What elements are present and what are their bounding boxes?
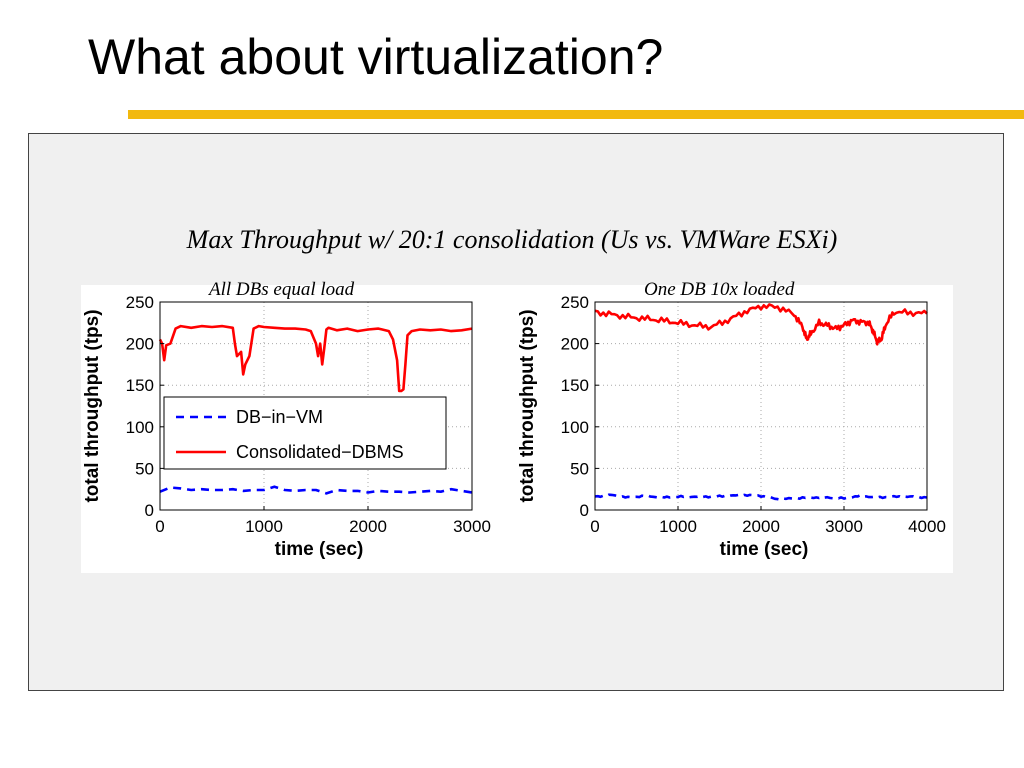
- chart-1-y-axis-label: total throughput (tps): [82, 309, 103, 502]
- chart-1-y-tick-label: 50: [135, 459, 154, 478]
- chart-2-y-tick-label: 150: [561, 376, 589, 395]
- chart-1-y-tick-label: 250: [126, 293, 154, 312]
- chart-2-series-consolidated-dbms-line: [594, 303, 928, 346]
- chart-1-series-db-in-vm-line: [159, 485, 473, 495]
- chart-1-x-axis-label: time (sec): [275, 539, 364, 560]
- chart-area: 0 1000 2000 3000 0 50 100 150 200 250 time (sec) to…: [81, 285, 953, 573]
- chart-2-y-tick-label: 200: [561, 335, 589, 354]
- chart-2-y-tick-label: 50: [570, 459, 589, 478]
- chart-1-x-tick-label: 2000: [349, 517, 387, 536]
- chart-1-y-tick-label: 150: [126, 376, 154, 395]
- slide-title: What about virtualization?: [88, 29, 664, 85]
- chart-1-legend-label: DB−in−VM: [236, 407, 323, 427]
- chart-2-y-tick-label: 0: [580, 501, 589, 520]
- chart-2-x-tick-label: 4000: [908, 517, 946, 536]
- title-accent-bar: [128, 110, 1024, 119]
- chart-2-y-tick-label: 250: [561, 293, 589, 312]
- chart-1-series-consolidated-dbms-line: [158, 324, 473, 393]
- chart-2-series-db-in-vm-line: [594, 493, 928, 502]
- chart-2-x-axis-label: time (sec): [720, 539, 809, 560]
- chart-2-x-tick-label: 0: [590, 517, 599, 536]
- chart-1-y-tick-label: 0: [145, 501, 154, 520]
- chart-1-x-tick-label: 0: [155, 517, 164, 536]
- chart-2-x-tick-label: 3000: [825, 517, 863, 536]
- chart-1-y-tick-label: 200: [126, 335, 154, 354]
- chart-2-x-tick-label: 1000: [659, 517, 697, 536]
- chart-1-x-tick-label: 1000: [245, 517, 283, 536]
- chart-1-title: All DBs equal load: [209, 279, 355, 300]
- chart-1-legend-label: Consolidated−DBMS: [236, 442, 404, 462]
- panel-heading: Max Throughput w/ 20:1 consolidation (Us…: [186, 225, 838, 254]
- chart-2-x-tick-label: 2000: [742, 517, 780, 536]
- chart-1-y-tick-label: 100: [126, 418, 154, 437]
- chart-1-plot-frame: [159, 301, 473, 511]
- chart-2-y-tick-label: 100: [561, 418, 589, 437]
- chart-2-title: One DB 10x loaded: [644, 279, 795, 300]
- chart-2-y-axis-label: total throughput (tps): [517, 309, 538, 502]
- chart-1-legend-box: [163, 396, 447, 470]
- chart-1-x-tick-label: 3000: [453, 517, 491, 536]
